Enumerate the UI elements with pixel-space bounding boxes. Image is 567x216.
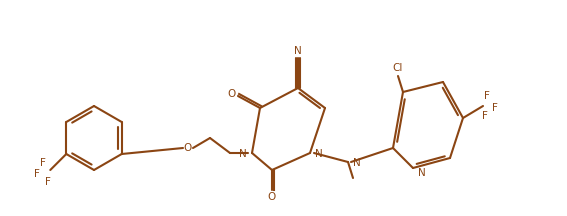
Text: N: N xyxy=(239,149,247,159)
Text: Cl: Cl xyxy=(393,63,403,73)
Text: O: O xyxy=(184,143,192,153)
Text: N: N xyxy=(353,158,361,168)
Text: O: O xyxy=(268,192,276,202)
Text: F: F xyxy=(484,91,490,101)
Text: F: F xyxy=(482,111,488,121)
Text: F: F xyxy=(40,158,46,168)
Text: F: F xyxy=(45,177,51,187)
Text: N: N xyxy=(315,149,323,159)
Text: N: N xyxy=(418,168,426,178)
Text: N: N xyxy=(294,46,302,56)
Text: O: O xyxy=(228,89,236,99)
Text: F: F xyxy=(492,103,498,113)
Text: F: F xyxy=(35,169,40,179)
